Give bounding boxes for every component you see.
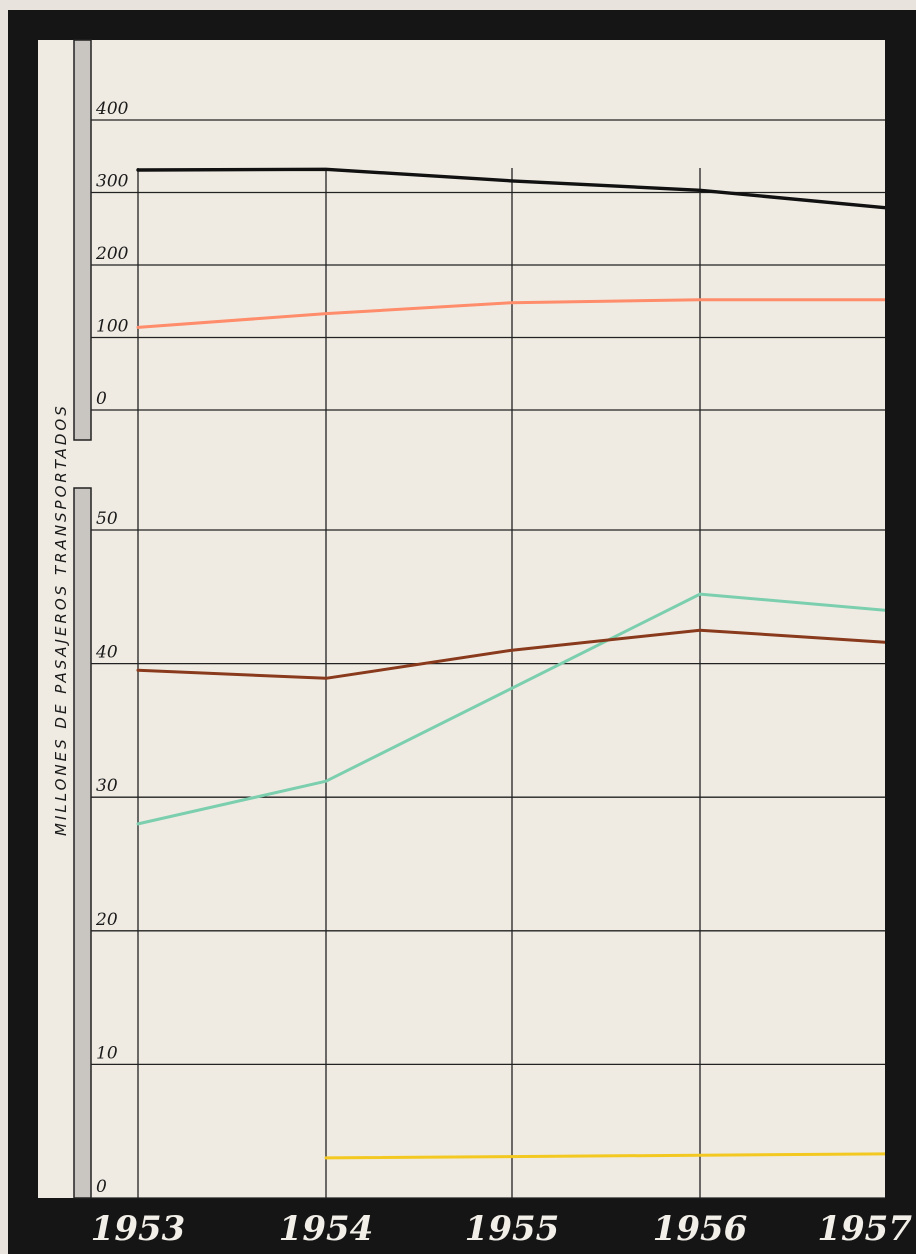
xtick-1956: 1956 — [653, 1209, 748, 1249]
lower-axis-bar — [73, 487, 92, 1199]
xtick-1953: 1953 — [91, 1209, 186, 1249]
lower-ytick-10: 10 — [96, 1043, 118, 1063]
lower-series-0 — [136, 592, 885, 826]
lower-series-2 — [324, 1152, 885, 1160]
lower-series-1 — [136, 628, 885, 680]
upper-ytick-200: 200 — [95, 244, 129, 264]
upper-series-0 — [136, 167, 885, 210]
upper-series-1 — [136, 298, 885, 329]
upper-ytick-300: 300 — [96, 172, 129, 192]
y-axis-label: MILLONES DE PASAJEROS TRANSPORTADOS — [52, 403, 70, 836]
x-tick-labels: 1953 1954 1955 1956 1957 — [91, 1209, 913, 1249]
upper-ytick-0: 0 — [96, 389, 107, 409]
upper-axis-bar — [73, 39, 92, 441]
lower-ytick-40: 40 — [95, 643, 118, 663]
lower-ytick-20: 20 — [95, 910, 118, 930]
xtick-1954: 1954 — [279, 1209, 374, 1249]
lower-ytick-0: 0 — [96, 1177, 107, 1197]
grid-layer — [91, 119, 885, 1199]
series-layer — [136, 167, 885, 1160]
lower-ytick-50: 50 — [96, 509, 118, 529]
plot-area — [38, 40, 885, 1198]
upper-ytick-400: 400 — [95, 99, 129, 119]
upper-ytick-100: 100 — [96, 317, 129, 337]
xtick-1955: 1955 — [465, 1209, 560, 1249]
lower-ytick-30: 30 — [96, 776, 118, 796]
xtick-1957: 1957 — [817, 1209, 912, 1249]
